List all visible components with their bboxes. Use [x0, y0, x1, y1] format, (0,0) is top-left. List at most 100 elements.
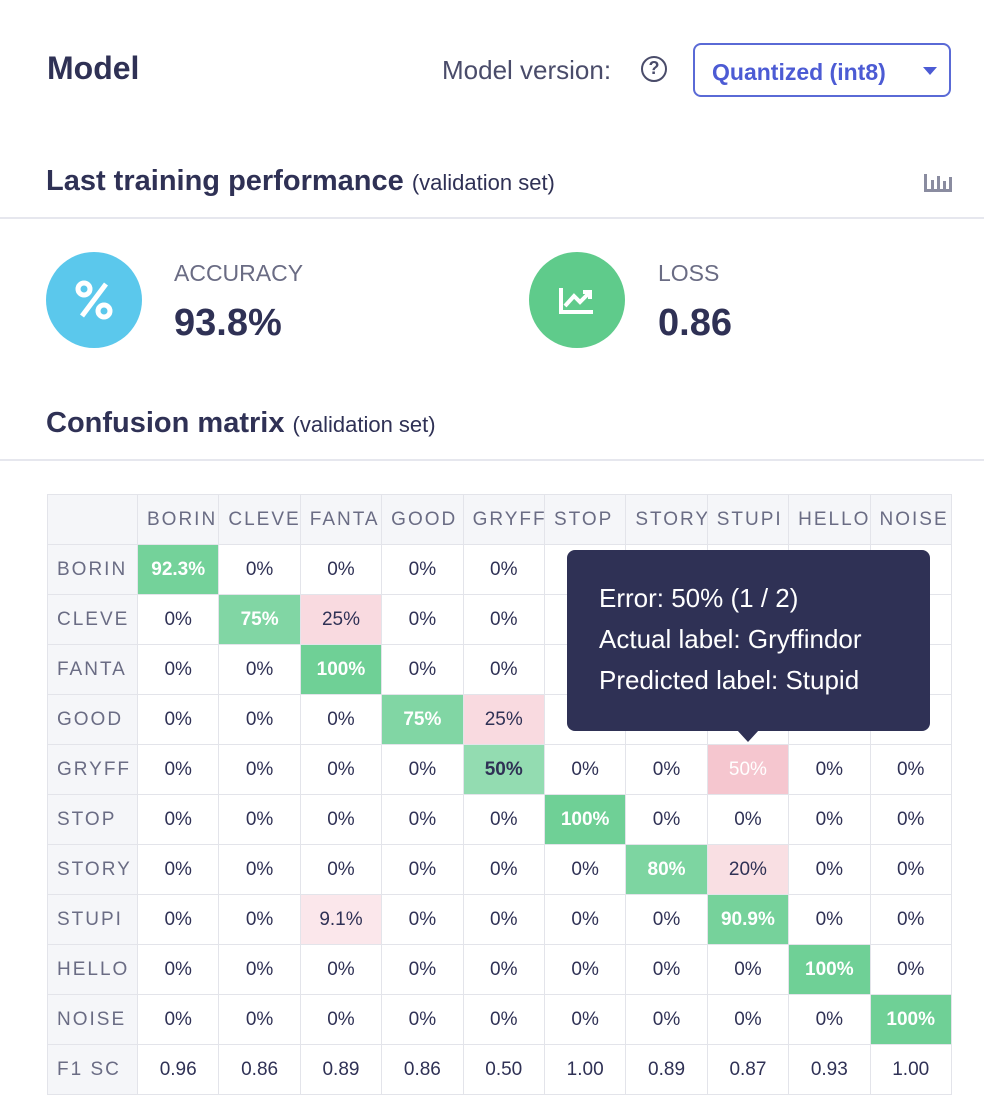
matrix-cell: 0%: [218, 694, 301, 745]
matrix-row: STORY 0% 0% 0% 0% 0% 0% 80% 20% 0% 0%: [47, 844, 952, 895]
f1-cell: 1.00: [869, 1044, 952, 1095]
f1-cell: 0.86: [218, 1044, 301, 1095]
section-title-text: Confusion matrix: [46, 407, 285, 439]
f1-cell: 0.93: [788, 1044, 871, 1095]
divider: [0, 217, 984, 219]
f1-row: F1 SC 0.96 0.86 0.89 0.86 0.50 1.00 0.89 0.87 0.9…: [47, 1044, 952, 1095]
matrix-cell: 0%: [625, 744, 708, 795]
matrix-cell: 50%: [462, 744, 545, 795]
matrix-cell: 100%: [543, 794, 627, 845]
matrix-cell: 0%: [543, 744, 627, 795]
matrix-cell: 0%: [869, 744, 952, 795]
matrix-cell: 0%: [625, 894, 708, 945]
f1-cell: 0.96: [136, 1044, 220, 1095]
matrix-cell: 0%: [136, 744, 220, 795]
title: Model: [47, 50, 140, 86]
column-header: GRYFF: [462, 494, 545, 545]
matrix-cell: 0%: [706, 994, 790, 1045]
matrix-cell: 0%: [218, 844, 301, 895]
matrix-cell: 0%: [625, 944, 708, 995]
matrix-cell: 0%: [788, 794, 871, 845]
matrix-cell: 0%: [462, 944, 545, 995]
matrix-cell: 0%: [462, 894, 545, 945]
chart-icon[interactable]: [922, 172, 954, 194]
matrix-cell: 0%: [381, 844, 464, 895]
matrix-cell: 0%: [136, 644, 220, 695]
matrix-cell: 0%: [299, 544, 383, 595]
matrix-cell: 0%: [788, 894, 871, 945]
matrix-cell: 0%: [218, 744, 301, 795]
matrix-cell: 0%: [136, 844, 220, 895]
matrix-cell: 0%: [136, 894, 220, 945]
metric-value: 93.8%: [174, 302, 282, 344]
row-header: STOP: [47, 794, 138, 845]
loss-icon: [529, 252, 625, 348]
corner-cell: [47, 494, 138, 545]
version-label: Model version:: [442, 55, 612, 85]
column-header: GOOD: [381, 494, 464, 545]
accuracy-icon: [46, 252, 142, 348]
column-header: FANTA: [299, 494, 383, 545]
matrix-cell: 0%: [381, 644, 464, 695]
matrix-cell: 0%: [136, 994, 220, 1045]
matrix-row: GRYFF 0% 0% 0% 0% 50% 0% 0% 50% 0% 0%: [47, 744, 952, 795]
matrix-cell: 0%: [869, 844, 952, 895]
matrix-cell: 0%: [299, 794, 383, 845]
f1-cell: 0.89: [299, 1044, 383, 1095]
matrix-cell: 0%: [136, 694, 220, 745]
matrix-cell: 0%: [299, 744, 383, 795]
section-title: Last training performance (validation se…: [46, 165, 555, 198]
matrix-cell: 0%: [462, 794, 545, 845]
matrix-cell: 0%: [462, 544, 545, 595]
matrix-cell: 0%: [788, 994, 871, 1045]
matrix-cell: 80%: [625, 844, 708, 895]
column-header: NOISE: [869, 494, 952, 545]
row-header: NOISE: [47, 994, 138, 1045]
matrix-cell: 0%: [218, 794, 301, 845]
row-header: FANTA: [47, 644, 138, 695]
matrix-cell: 0%: [543, 994, 627, 1045]
f1-cell: 0.89: [625, 1044, 708, 1095]
section-title: Confusion matrix (validation set): [46, 407, 436, 440]
matrix-cell: 100%: [788, 944, 871, 995]
matrix-cell: 100%: [869, 994, 952, 1045]
column-header: CLEVE: [218, 494, 301, 545]
matrix-cell: 0%: [869, 894, 952, 945]
matrix-cell: 0%: [381, 594, 464, 645]
dropdown-caret: [923, 67, 937, 75]
matrix-cell: 0%: [218, 544, 301, 595]
tooltip-line: Predicted label: Stupid: [599, 665, 860, 695]
section-subtitle: (validation set): [411, 170, 555, 195]
matrix-cell: 0%: [218, 944, 301, 995]
matrix-cell: 0%: [381, 994, 464, 1045]
section-subtitle: (validation set): [292, 412, 436, 437]
matrix-cell: 0%: [625, 794, 708, 845]
column-header: BORIN: [136, 494, 220, 545]
matrix-cell: 0%: [462, 844, 545, 895]
f1-cell: 0.86: [381, 1044, 464, 1095]
row-header: BORIN: [47, 544, 138, 595]
matrix-cell: 0%: [218, 994, 301, 1045]
matrix-cell: 0%: [869, 944, 952, 995]
row-header: STORY: [47, 844, 138, 895]
matrix-cell: 0%: [381, 544, 464, 595]
row-header: HELLO: [47, 944, 138, 995]
matrix-cell: 20%: [706, 844, 790, 895]
matrix-cell: 0%: [381, 744, 464, 795]
header-row: BORIN CLEVE FANTA GOOD GRYFF STOP STORY STUPI HE…: [47, 494, 952, 545]
version-dropdown[interactable]: Quantized (int8): [693, 43, 951, 97]
metric-label: LOSS: [658, 260, 720, 286]
matrix-cell: 0%: [706, 944, 790, 995]
help-icon[interactable]: ?: [641, 56, 667, 82]
f1-cell: 0.87: [706, 1044, 790, 1095]
tooltip-line: Error: 50% (1 / 2): [599, 583, 799, 613]
tooltip-arrow: [737, 730, 759, 742]
matrix-cell: 0%: [381, 794, 464, 845]
matrix-row: STUPI 0% 0% 9.1% 0% 0% 0% 0% 90.9% 0% 0%: [47, 894, 952, 945]
section-title-text: Last training performance: [46, 165, 404, 197]
column-header: STORY: [625, 494, 708, 545]
row-header: GRYFF: [47, 744, 138, 795]
matrix-cell: 0%: [788, 844, 871, 895]
matrix-cell: 0%: [136, 794, 220, 845]
